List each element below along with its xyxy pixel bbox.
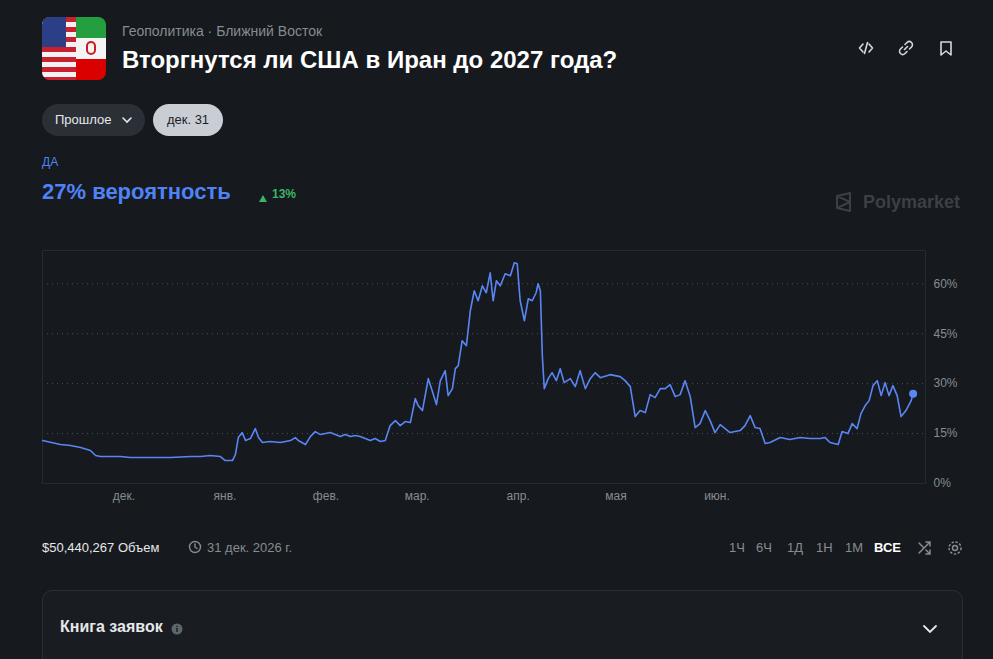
html-text:Прошлое: Прошлое xyxy=(55,112,112,127)
html-text:27% вероятность: 27% вероятность xyxy=(42,179,231,204)
svg-text:45%: 45% xyxy=(934,327,958,341)
html-text:1Д: 1Д xyxy=(787,540,803,555)
html-text:дек. 31: дек. 31 xyxy=(166,112,210,127)
svg-text:фев.: фев. xyxy=(313,489,339,503)
svg-text:15%: 15% xyxy=(934,426,958,440)
svg-text:апр.: апр. xyxy=(507,489,530,503)
html-text:13%: 13% xyxy=(272,187,296,201)
html-text:$50,440,267 Объем: $50,440,267 Объем xyxy=(42,540,160,555)
html-text:6Ч: 6Ч xyxy=(756,540,772,555)
html-text:31 дек. 2026 г.: 31 дек. 2026 г. xyxy=(207,540,293,555)
svg-text:60%: 60% xyxy=(934,277,958,291)
html-text:1Ч: 1Ч xyxy=(729,540,745,555)
svg-text:30%: 30% xyxy=(934,376,958,390)
svg-text:мая: мая xyxy=(605,489,626,503)
svg-text:мар.: мар. xyxy=(405,489,430,503)
svg-text:июн.: июн. xyxy=(704,489,730,503)
html-text:Книга заявок: Книга заявок xyxy=(60,618,163,635)
html-text:1Н: 1Н xyxy=(816,540,833,555)
svg-text:0%: 0% xyxy=(934,476,952,490)
html-text:Polymarket: Polymarket xyxy=(863,192,961,212)
html-text:ДА: ДА xyxy=(42,155,59,169)
html-text:Геополитика · Ближний Восток: Геополитика · Ближний Восток xyxy=(122,23,323,39)
html-text:ВСЕ: ВСЕ xyxy=(874,540,901,555)
html-text:1М: 1М xyxy=(845,540,864,555)
svg-text:дек.: дек. xyxy=(113,489,135,503)
svg-text:янв.: янв. xyxy=(214,489,237,503)
html-text:Вторгнутся ли США в Иран до 20: Вторгнутся ли США в Иран до 2027 года? xyxy=(122,46,618,73)
